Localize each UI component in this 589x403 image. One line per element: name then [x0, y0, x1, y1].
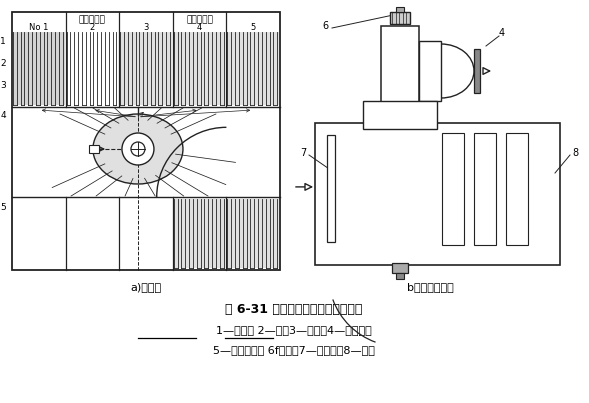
Text: 5: 5	[250, 23, 256, 32]
Ellipse shape	[93, 114, 183, 184]
Text: a)原理图: a)原理图	[130, 282, 161, 292]
Bar	[327, 135, 335, 242]
Bar	[396, 7, 404, 12]
Bar	[396, 273, 404, 279]
Bar	[120, 32, 172, 105]
Text: 3: 3	[0, 81, 6, 91]
Text: 8: 8	[572, 148, 578, 158]
Bar	[12, 12, 280, 270]
Text: 3: 3	[143, 23, 148, 32]
Text: 2: 2	[90, 23, 95, 32]
Text: 4: 4	[499, 28, 505, 38]
Bar	[227, 199, 279, 268]
Bar	[174, 32, 226, 105]
Text: No 1: No 1	[29, 23, 48, 32]
Text: 4: 4	[197, 23, 202, 32]
Circle shape	[122, 133, 154, 165]
Bar	[381, 26, 419, 123]
Text: （逆洗态）: （逆洗态）	[79, 15, 106, 24]
Text: 5: 5	[0, 202, 6, 212]
Bar	[442, 133, 464, 245]
Text: 4: 4	[1, 110, 6, 120]
Bar	[419, 41, 441, 101]
Bar	[227, 32, 279, 105]
Bar	[474, 49, 480, 93]
Text: 图 6-31 回转切换定位喷吹清灰装置: 图 6-31 回转切换定位喷吹清灰装置	[226, 303, 363, 316]
Bar	[13, 32, 65, 105]
Bar	[363, 101, 437, 129]
Text: 6: 6	[322, 21, 328, 31]
Text: b）回转切换阀: b）回转切换阀	[406, 282, 454, 292]
Circle shape	[131, 142, 145, 156]
Bar	[474, 133, 497, 245]
Text: 1—滤袋室 2—滤袋3—清洁室4—反吹风口: 1—滤袋室 2—滤袋3—清洁室4—反吹风口	[216, 325, 372, 335]
Bar	[507, 133, 528, 245]
Bar	[390, 12, 410, 24]
Bar	[315, 123, 560, 265]
Bar	[174, 199, 226, 268]
Text: 1: 1	[0, 37, 6, 46]
Text: 5—回转切换阀 6f动机构7—反吹喷嘴8—阀体: 5—回转切换阀 6f动机构7—反吹喷嘴8—阀体	[213, 345, 375, 355]
Text: （过滤态）: （过滤态）	[186, 15, 213, 24]
Text: 2: 2	[1, 60, 6, 69]
Bar	[89, 145, 99, 153]
Bar	[392, 263, 408, 273]
Text: 7: 7	[300, 148, 306, 158]
